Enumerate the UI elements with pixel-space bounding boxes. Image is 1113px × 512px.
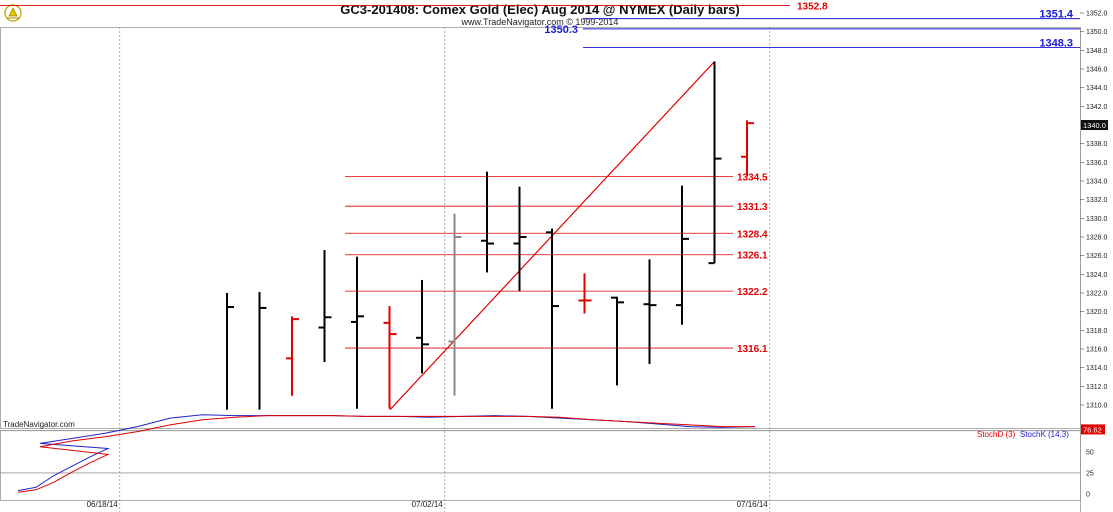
y-tick-label: 1344.0 xyxy=(1086,85,1108,92)
legend-stochd: StochD (3) xyxy=(977,430,1016,439)
y-tick-label: 1320.0 xyxy=(1086,309,1108,316)
fib-level-label: 1334.5 xyxy=(737,172,768,183)
y-tick-label: 1352.0 xyxy=(1086,11,1108,18)
fib-level-label: 1316.1 xyxy=(737,344,768,355)
y-tick-label: 1346.0 xyxy=(1086,67,1108,74)
ohlc-bar xyxy=(318,250,332,363)
y-tick-label: 1312.0 xyxy=(1086,384,1108,391)
ohlc-bar xyxy=(741,120,754,177)
stoch-value-tag xyxy=(1081,424,1105,435)
watermark-label: TradeNavigator.com xyxy=(3,420,75,429)
blue-level-label: 1348.3 xyxy=(1039,38,1073,50)
red-level-label: 1352.8 xyxy=(797,2,828,13)
y-tick-label: 1332.0 xyxy=(1086,197,1108,204)
y-tick-label: 1328.0 xyxy=(1086,235,1108,242)
ohlc-bar xyxy=(416,279,429,374)
ohlc-bar xyxy=(708,61,722,265)
ohlc-bar xyxy=(513,186,527,292)
ohlc-bar xyxy=(286,316,299,396)
legend-stochk: StochK (14,3) xyxy=(1020,430,1069,439)
stoch-y-tick-label: 0 xyxy=(1086,492,1090,499)
stoch-panel-frame xyxy=(0,430,1081,501)
ohlc-bar xyxy=(448,213,462,396)
stoch-y-tick-label: 25 xyxy=(1086,470,1094,477)
x-tick-label: 07/16/14 xyxy=(737,500,769,509)
fib-level-label: 1328.4 xyxy=(737,229,768,240)
y-tick-label: 1336.0 xyxy=(1086,160,1108,167)
fib-level-label: 1322.2 xyxy=(737,287,768,298)
y-tick-label: 1342.0 xyxy=(1086,104,1108,111)
current-price-label: 1340.0 xyxy=(1083,121,1106,130)
blue-level-label: 1351.4 xyxy=(1039,9,1074,21)
ohlc-bar xyxy=(383,306,397,409)
y-tick-label: 1334.0 xyxy=(1086,179,1108,186)
ohlc-bar xyxy=(546,228,559,409)
y-tick-label: 1322.0 xyxy=(1086,291,1108,298)
y-tick-label: 1330.0 xyxy=(1086,216,1108,223)
ohlc-bar xyxy=(578,273,592,314)
stoch-series-line xyxy=(17,415,755,493)
y-tick-label: 1314.0 xyxy=(1086,365,1108,372)
current-price-tag xyxy=(1081,120,1108,131)
y-tick-label: 1324.0 xyxy=(1086,272,1108,279)
tradenavigator-logo-icon xyxy=(3,3,23,23)
ohlc-bar xyxy=(226,293,234,410)
stoch-value-label: 76.62 xyxy=(1083,425,1102,434)
stoch-series-line xyxy=(17,414,756,492)
stoch-y-tick-label: 50 xyxy=(1086,449,1094,456)
y-tick-label: 1316.0 xyxy=(1086,347,1108,354)
y-tick-label: 1338.0 xyxy=(1086,141,1108,148)
chart-subtitle: www.TradeNavigator.com © 1999-2014 xyxy=(461,17,619,27)
ohlc-bar xyxy=(258,292,267,410)
y-tick-label: 1310.0 xyxy=(1086,403,1108,410)
y-tick-label: 1318.0 xyxy=(1086,328,1108,335)
x-tick-label: 06/18/14 xyxy=(87,500,119,509)
ohlc-bar xyxy=(481,171,494,273)
price-panel-frame xyxy=(0,27,1081,429)
blue-level-label: 1350.3 xyxy=(544,24,578,36)
ohlc-bar xyxy=(643,259,657,364)
fib-level-label: 1331.3 xyxy=(737,202,768,213)
fib-level-label: 1326.1 xyxy=(737,251,768,262)
ohlc-bar xyxy=(611,296,624,386)
ohlc-bar xyxy=(351,256,364,409)
y-tick-label: 1326.0 xyxy=(1086,253,1108,260)
ohlc-bar xyxy=(676,185,689,325)
y-tick-label: 1350.0 xyxy=(1086,29,1108,36)
x-tick-label: 07/02/14 xyxy=(412,500,444,509)
y-tick-label: 1348.0 xyxy=(1086,48,1108,55)
